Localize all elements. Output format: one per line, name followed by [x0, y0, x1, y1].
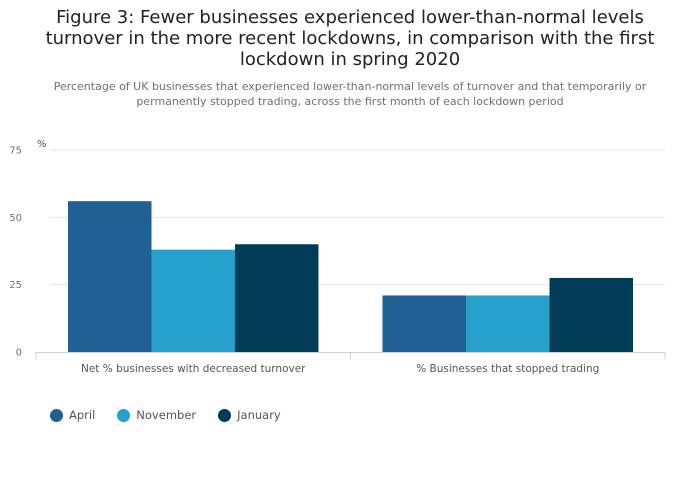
y-axis-ticks: 0 25 50 75 [9, 146, 22, 359]
y-tick-label: 25 [9, 280, 22, 291]
bar-november-2 [466, 295, 550, 352]
legend-item-november[interactable]: November [117, 408, 196, 422]
x-category-label: Net % businesses with decreased turnover [81, 363, 306, 375]
y-tick-label: 50 [9, 213, 22, 224]
bar-january-1 [235, 244, 319, 352]
y-tick-label: 0 [16, 348, 22, 359]
bar-april-2 [382, 295, 466, 352]
y-tick-label: 75 [9, 146, 22, 157]
bar-november-1 [151, 249, 235, 352]
bar-april-1 [68, 201, 152, 352]
x-category-label: % Businesses that stopped trading [416, 363, 599, 375]
legend-label: November [136, 408, 197, 422]
legend: April November January [50, 408, 281, 422]
x-axis: Net % businesses with decreased turnover… [35, 352, 666, 375]
bar-chart: % 0 25 50 75 Net % businesses with decrease… [9, 139, 666, 375]
legend-label: January [237, 408, 281, 422]
legend-swatch [218, 408, 232, 422]
legend-swatch [50, 408, 63, 422]
legend-label: April [69, 408, 96, 422]
legend-swatch [117, 408, 131, 422]
y-axis-unit-label: % [37, 139, 47, 150]
bar-january-2 [549, 277, 633, 352]
legend-item-january[interactable]: January [218, 408, 281, 422]
chart-subtitle: Percentage of UK businesses that experie… [53, 80, 647, 108]
bars [68, 201, 633, 352]
chart-title: Figure 3: Fewer businesses experienced l… [45, 7, 655, 70]
legend-item-april[interactable]: April [50, 408, 95, 422]
